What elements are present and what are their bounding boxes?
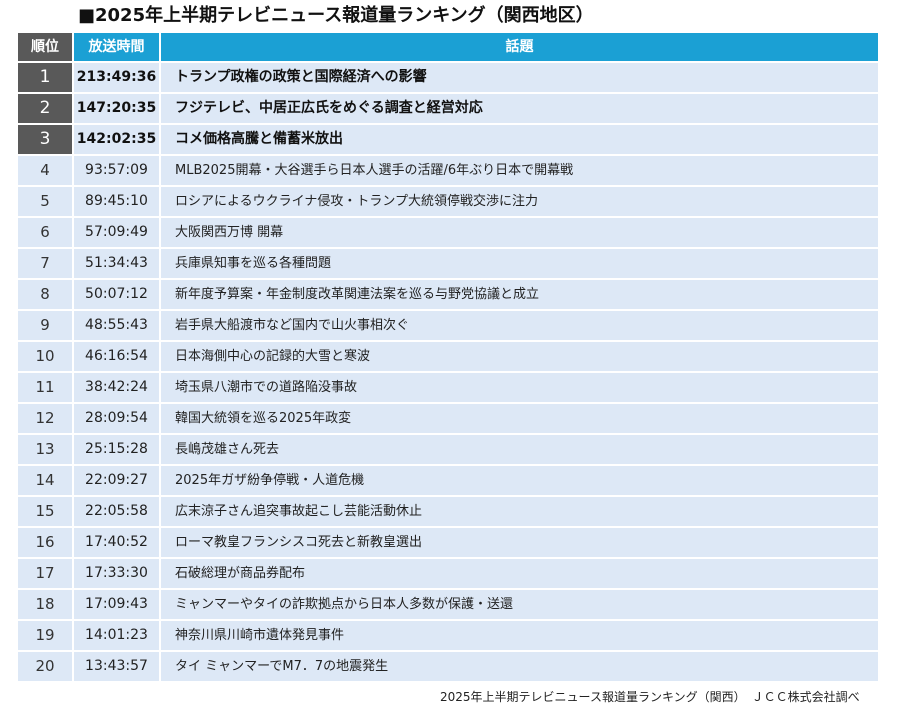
topic-cell: 2025年ガザ紛争停戦・人道危機 [161,466,878,495]
topic-cell: ミャンマーやタイの詐欺拠点から日本人多数が保護・送還 [161,590,878,619]
topic-cell: 埼玉県八潮市での道路陥没事故 [161,373,878,402]
header-time: 放送時間 [74,33,159,61]
topic-cell: 広末涼子さん追突事故起こし芸能活動休止 [161,497,878,526]
rank-cell: 16 [18,528,72,557]
topic-cell: 韓国大統領を巡る2025年政変 [161,404,878,433]
topic-cell: ロシアによるウクライナ侵攻・トランプ大統領停戦交渉に注力 [161,187,878,216]
time-cell: 22:09:27 [74,466,159,495]
time-cell: 25:15:28 [74,435,159,464]
source-note: 2025年上半期テレビニュース報道量ランキング（関西） ＪＣＣ株式会社調べ [440,690,860,704]
rank-cell: 20 [18,652,72,681]
time-cell: 93:57:09 [74,156,159,185]
time-cell: 142:02:35 [74,125,159,154]
rank-cell: 4 [18,156,72,185]
rank-cell: 1 [18,63,72,92]
rank-cell: 5 [18,187,72,216]
topic-cell: 長嶋茂雄さん死去 [161,435,878,464]
topic-cell: コメ価格高騰と備蓄米放出 [161,125,878,154]
time-cell: 13:43:57 [74,652,159,681]
time-cell: 22:05:58 [74,497,159,526]
time-cell: 17:33:30 [74,559,159,588]
time-cell: 147:20:35 [74,94,159,123]
topic-cell: 兵庫県知事を巡る各種問題 [161,249,878,278]
rank-cell: 8 [18,280,72,309]
rank-cell: 19 [18,621,72,650]
ranking-table: 順位 放送時間 話題 1 213:49:36 トランプ政権の政策と国際経済への影響 2… [18,33,878,681]
time-cell: 213:49:36 [74,63,159,92]
topic-cell: 岩手県大船渡市など国内で山火事相次ぐ [161,311,878,340]
rank-cell: 15 [18,497,72,526]
time-cell: 28:09:54 [74,404,159,433]
time-cell: 89:45:10 [74,187,159,216]
topic-cell: 神奈川県川崎市遺体発見事件 [161,621,878,650]
topic-cell: 新年度予算案・年金制度改革関連法案を巡る与野党協議と成立 [161,280,878,309]
topic-cell: タイ ミャンマーでM7．7の地震発生 [161,652,878,681]
time-cell: 50:07:12 [74,280,159,309]
rank-cell: 18 [18,590,72,619]
rank-cell: 11 [18,373,72,402]
rank-cell: 3 [18,125,72,154]
rank-cell: 17 [18,559,72,588]
rank-cell: 6 [18,218,72,247]
topic-cell: 大阪関西万博 開幕 [161,218,878,247]
rank-cell: 2 [18,94,72,123]
time-cell: 48:55:43 [74,311,159,340]
page-title: ■2025年上半期テレビニュース報道量ランキング（関西地区） [78,5,594,26]
topic-cell: 石破総理が商品券配布 [161,559,878,588]
time-cell: 17:09:43 [74,590,159,619]
topic-cell: MLB2025開幕・大谷選手ら日本人選手の活躍/6年ぶり日本で開幕戦 [161,156,878,185]
time-cell: 57:09:49 [74,218,159,247]
rank-cell: 9 [18,311,72,340]
topic-cell: トランプ政権の政策と国際経済への影響 [161,63,878,92]
rank-cell: 12 [18,404,72,433]
time-cell: 38:42:24 [74,373,159,402]
time-cell: 51:34:43 [74,249,159,278]
header-rank: 順位 [18,33,72,61]
time-cell: 46:16:54 [74,342,159,371]
rank-cell: 13 [18,435,72,464]
rank-cell: 7 [18,249,72,278]
time-cell: 14:01:23 [74,621,159,650]
topic-cell: ローマ教皇フランシスコ死去と新教皇選出 [161,528,878,557]
rank-cell: 10 [18,342,72,371]
topic-cell: 日本海側中心の記録的大雪と寒波 [161,342,878,371]
topic-cell: フジテレビ、中居正広氏をめぐる調査と経営対応 [161,94,878,123]
time-cell: 17:40:52 [74,528,159,557]
rank-cell: 14 [18,466,72,495]
header-topic: 話題 [161,33,878,61]
